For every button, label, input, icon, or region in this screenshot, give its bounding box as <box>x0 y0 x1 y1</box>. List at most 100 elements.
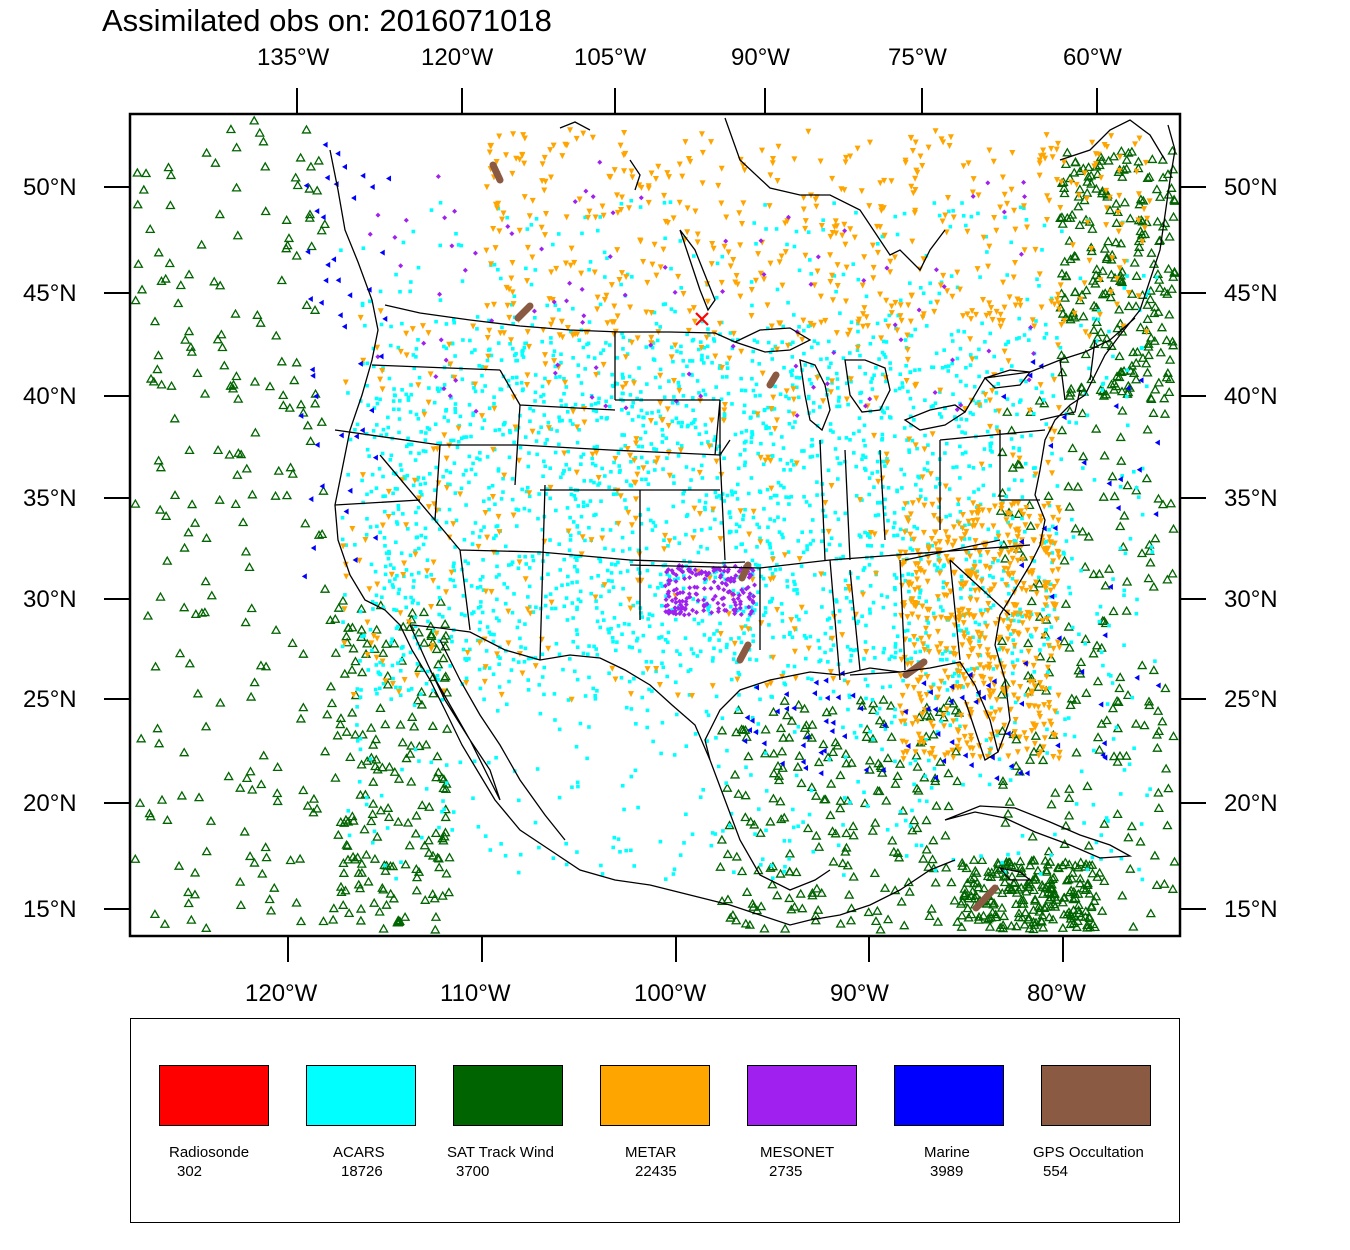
acars-marker <box>420 493 424 497</box>
sat-track-wind-marker <box>985 872 997 882</box>
acars-marker <box>611 639 615 644</box>
acars-marker <box>541 393 546 397</box>
sat-track-wind-marker <box>318 916 329 926</box>
acars-marker <box>363 323 367 328</box>
acars-marker <box>892 533 896 538</box>
acars-marker <box>462 435 466 439</box>
acars-marker <box>586 652 590 657</box>
metar-marker <box>909 611 916 618</box>
metar-marker <box>443 484 450 491</box>
metar-marker <box>971 613 978 620</box>
sat-track-wind-marker <box>225 124 237 134</box>
acars-marker <box>960 201 964 205</box>
acars-marker <box>639 390 643 394</box>
sat-track-wind-marker <box>894 758 906 768</box>
acars-marker <box>797 376 802 380</box>
acars-marker <box>344 543 348 547</box>
acars-marker <box>1119 856 1124 861</box>
acars-marker <box>925 644 930 649</box>
metar-marker <box>909 147 916 154</box>
acars-marker <box>598 559 603 564</box>
metar-marker <box>1015 500 1022 507</box>
metar-marker <box>839 232 846 239</box>
acars-marker <box>833 510 838 515</box>
acars-marker <box>756 807 761 811</box>
acars-marker <box>413 458 418 462</box>
metar-marker <box>547 484 554 491</box>
acars-marker <box>699 340 703 344</box>
sat-track-wind-marker <box>1013 509 1024 518</box>
acars-marker <box>826 660 830 664</box>
acars-marker <box>477 363 481 368</box>
acars-marker <box>1037 284 1041 288</box>
metar-marker <box>1007 523 1014 530</box>
acars-marker <box>882 647 887 651</box>
acars-marker <box>406 436 410 441</box>
acars-marker <box>893 655 897 660</box>
sat-track-wind-marker <box>254 127 265 137</box>
acars-marker <box>599 351 603 355</box>
metar-marker <box>1010 680 1017 687</box>
acars-marker <box>1024 379 1028 384</box>
acars-marker <box>910 808 914 813</box>
sat-track-wind-marker <box>370 734 382 744</box>
acars-marker <box>458 414 463 419</box>
sat-track-wind-marker <box>795 888 806 898</box>
sat-track-wind-marker <box>1071 747 1082 757</box>
sat-track-wind-marker <box>1087 223 1098 233</box>
acars-marker <box>704 493 709 497</box>
acars-marker <box>374 601 378 606</box>
metar-marker <box>627 452 634 459</box>
acars-marker <box>503 601 508 606</box>
acars-marker <box>618 570 623 575</box>
acars-marker <box>971 412 975 417</box>
acars-marker <box>1136 495 1141 499</box>
acars-marker <box>619 201 624 206</box>
metar-marker <box>475 543 482 550</box>
acars-marker <box>729 811 734 816</box>
acars-marker <box>886 518 890 523</box>
acars-marker <box>984 234 988 239</box>
sat-track-wind-marker <box>872 905 883 915</box>
acars-marker <box>621 347 625 351</box>
acars-marker <box>543 376 547 381</box>
acars-marker <box>742 410 746 415</box>
sat-track-wind-marker <box>156 794 168 804</box>
acars-marker <box>888 367 893 371</box>
acars-marker <box>697 391 701 395</box>
metar-marker <box>950 718 957 725</box>
acars-marker <box>575 558 579 562</box>
acars-marker <box>581 651 586 656</box>
acars-marker <box>958 379 963 384</box>
metar-marker <box>859 323 866 330</box>
acars-marker <box>868 607 872 612</box>
metar-marker <box>403 352 410 359</box>
sat-track-wind-marker <box>1063 792 1075 802</box>
metar-marker <box>1040 147 1047 154</box>
acars-marker <box>939 605 943 609</box>
metar-marker <box>907 318 914 325</box>
acars-marker <box>386 556 391 561</box>
acars-marker <box>755 563 760 568</box>
metar-marker <box>914 576 921 583</box>
acars-marker <box>1041 607 1045 612</box>
metar-marker <box>435 480 442 487</box>
sat-track-wind-marker <box>377 762 388 772</box>
metar-marker <box>1018 508 1025 515</box>
acars-marker <box>378 530 382 535</box>
sat-track-wind-marker <box>1157 716 1168 726</box>
acars-marker <box>899 467 903 472</box>
acars-marker <box>471 413 475 417</box>
metar-marker <box>357 314 364 321</box>
acars-marker <box>674 712 679 717</box>
metar-marker <box>987 711 994 718</box>
metar-marker <box>911 634 918 641</box>
acars-marker <box>729 677 734 682</box>
acars-marker <box>826 376 830 381</box>
acars-marker <box>557 727 562 732</box>
metar-marker <box>847 376 854 383</box>
sat-track-wind-marker <box>247 489 258 499</box>
acars-marker <box>732 870 736 875</box>
acars-marker <box>391 676 395 681</box>
sat-track-wind-marker <box>1166 283 1177 293</box>
